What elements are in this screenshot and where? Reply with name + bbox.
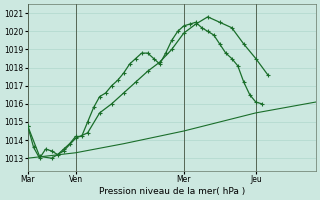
X-axis label: Pression niveau de la mer( hPa ): Pression niveau de la mer( hPa ) bbox=[99, 187, 245, 196]
